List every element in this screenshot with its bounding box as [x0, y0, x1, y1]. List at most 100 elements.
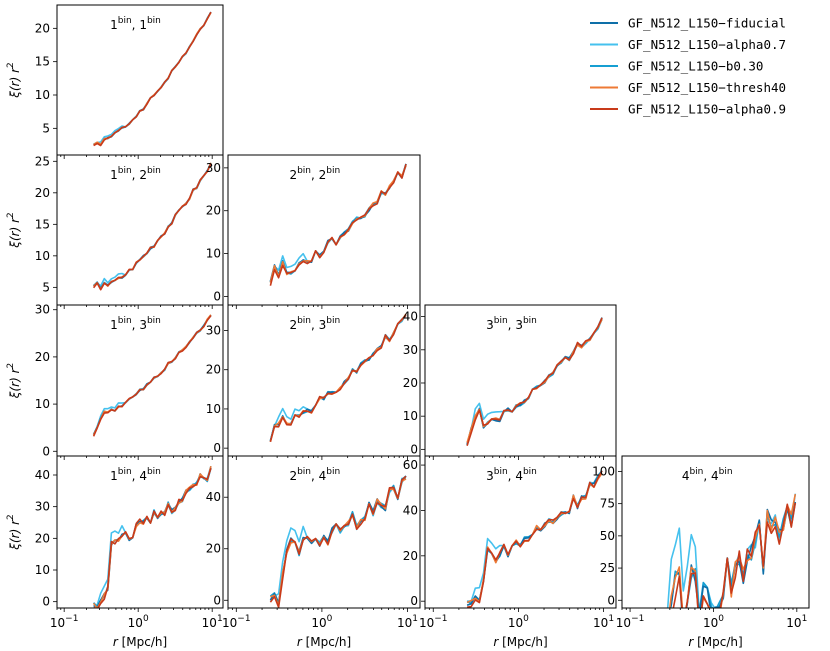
- panel-title: 2bin, 2bin: [289, 166, 340, 182]
- series-line-5: [92, 163, 212, 291]
- y-axis-label: ξ(r) r2: [6, 514, 22, 550]
- y-tick-label: 0: [42, 595, 50, 609]
- panel-1-2: 5 10 15 20 25 ξ(r) r2 1bin, 2bin: [6, 154, 224, 309]
- panel-1-4: 0 10 20 30 40 10−1 100 101 r [Mpc/h] ξ(r) r2 1bin,…: [6, 455, 224, 649]
- series-line-2: [269, 165, 407, 282]
- y-tick-label: 0: [42, 444, 50, 458]
- y-tick-label: 10: [35, 563, 50, 577]
- panel-frame: [56, 455, 224, 609]
- legend-entry-5: GF_N512_L150−alpha0.9: [590, 102, 786, 117]
- series-line-2: [466, 318, 603, 446]
- y-tick-label: 10: [206, 402, 221, 416]
- y-tick-label: 20: [206, 204, 221, 218]
- x-tick-label: 10−1: [419, 614, 448, 630]
- series-line-5: [269, 314, 407, 443]
- y-tick-label: 25: [35, 154, 50, 168]
- panel-title: 2bin, 3bin: [289, 316, 340, 332]
- legend-entry-2: GF_N512_L150−alpha0.7: [590, 37, 786, 52]
- y-tick-label: 20: [403, 549, 418, 563]
- y-tick-label: 30: [403, 343, 418, 357]
- series-line-5: [672, 502, 797, 608]
- x-axis-label: r [Mpc/h]: [297, 635, 351, 649]
- x-tick-label: 101: [786, 614, 807, 630]
- panel-1-3: 0 10 20 30 ξ(r) r2 1bin, 3bin: [6, 303, 224, 460]
- panel-frame: [424, 455, 617, 609]
- legend-label: GF_N512_L150−alpha0.7: [628, 37, 786, 52]
- series-line-1: [466, 317, 603, 445]
- y-tick-label: 5: [42, 280, 50, 294]
- x-tick-label: 100: [508, 614, 529, 630]
- panel-frame: [621, 455, 810, 609]
- y-axis-label: ξ(r) r2: [6, 363, 22, 399]
- y-axis-label: ξ(r) r2: [6, 62, 22, 98]
- series-line-2: [92, 314, 212, 435]
- series-line-3: [269, 314, 407, 442]
- legend-entry-1: GF_N512_L150−fiducial: [590, 16, 786, 31]
- y-tick-label: 10: [206, 247, 221, 261]
- series-line-5: [92, 315, 212, 437]
- legend-label: GF_N512_L150−alpha0.9: [628, 102, 786, 117]
- series-line-1: [269, 314, 407, 441]
- y-axis-label: ξ(r) r2: [6, 212, 22, 248]
- y-tick-label: 10: [35, 249, 50, 263]
- x-tick-label: 101: [397, 614, 418, 630]
- y-tick-label: 30: [35, 303, 50, 317]
- series-line-5: [93, 11, 212, 147]
- series-line-3: [466, 470, 603, 605]
- legend-label: GF_N512_L150−b0.30: [628, 59, 763, 74]
- legend: GF_N512_L150−fiducial GF_N512_L150−alpha0…: [590, 16, 786, 117]
- y-tick-label: 25: [600, 561, 615, 575]
- y-tick-label: 30: [206, 161, 221, 175]
- series-line-3: [93, 163, 212, 290]
- legend-label: GF_N512_L150−thresh40: [628, 80, 786, 95]
- series-line-4: [93, 12, 212, 146]
- x-tick-label: 100: [128, 614, 149, 630]
- y-tick-label: 40: [403, 310, 418, 324]
- y-tick-label: 50: [600, 529, 615, 543]
- x-tick-label: 101: [593, 614, 614, 630]
- y-tick-label: 15: [35, 55, 50, 69]
- panel-3-3: 0 10 20 30 40 3bin, 3bin: [403, 304, 617, 460]
- panels-layer: 5 10 15 20 ξ(r) r2 1bin, 1bin 5 10 15 20 25 ξ(r) r2…: [6, 4, 810, 649]
- panel-title: 3bin, 3bin: [486, 316, 537, 332]
- series-line-3: [466, 317, 603, 446]
- legend-entry-4: GF_N512_L150−thresh40: [590, 80, 786, 95]
- y-tick-label: 10: [35, 88, 50, 102]
- panel-1-1: 5 10 15 20 ξ(r) r2 1bin, 1bin: [6, 4, 224, 159]
- panel-title: 3bin, 4bin: [486, 467, 537, 483]
- panel-title: 1bin, 4bin: [110, 467, 161, 483]
- series-line-4: [92, 314, 212, 436]
- panel-2-4: 0 20 40 10−1 100 101 r [Mpc/h] 2bin, 4bin: [206, 455, 421, 649]
- y-tick-label: 15: [35, 217, 50, 231]
- y-tick-label: 0: [607, 593, 615, 607]
- y-tick-label: 0: [213, 593, 221, 607]
- y-tick-label: 40: [35, 468, 50, 482]
- y-tick-label: 20: [35, 21, 50, 35]
- x-axis-label: r [Mpc/h]: [113, 635, 167, 649]
- y-tick-label: 40: [403, 503, 418, 517]
- series-line-5: [269, 163, 407, 286]
- y-tick-label: 20: [35, 186, 50, 200]
- y-tick-label: 0: [213, 289, 221, 303]
- y-tick-label: 0: [213, 441, 221, 455]
- series-line-1: [93, 163, 212, 290]
- x-tick-label: 10−1: [616, 614, 645, 630]
- panel-4-4: 0 25 50 75 100 10−1 100 101 r [Mpc/h] 4bin, 4bin: [592, 455, 810, 649]
- series-line-5: [466, 470, 603, 608]
- x-axis-label: r [Mpc/h]: [688, 635, 742, 649]
- panel-frame: [227, 455, 421, 609]
- legend-entry-3: GF_N512_L150−b0.30: [590, 59, 763, 74]
- y-tick-label: 20: [206, 363, 221, 377]
- y-tick-label: 100: [592, 464, 615, 478]
- x-tick-label: 100: [311, 614, 332, 630]
- panel-title: 1bin, 2bin: [110, 166, 161, 182]
- panel-2-3: 0 10 20 30 2bin, 3bin: [206, 304, 421, 460]
- panel-2-2: 0 10 20 30 2bin, 2bin: [206, 154, 421, 309]
- y-tick-label: 10: [403, 409, 418, 423]
- x-tick-label: 10−1: [50, 614, 79, 630]
- y-tick-label: 30: [35, 500, 50, 514]
- y-tick-label: 5: [42, 121, 50, 135]
- y-tick-label: 75: [600, 497, 615, 511]
- x-tick-label: 10−1: [222, 614, 251, 630]
- y-tick-label: 60: [403, 458, 418, 472]
